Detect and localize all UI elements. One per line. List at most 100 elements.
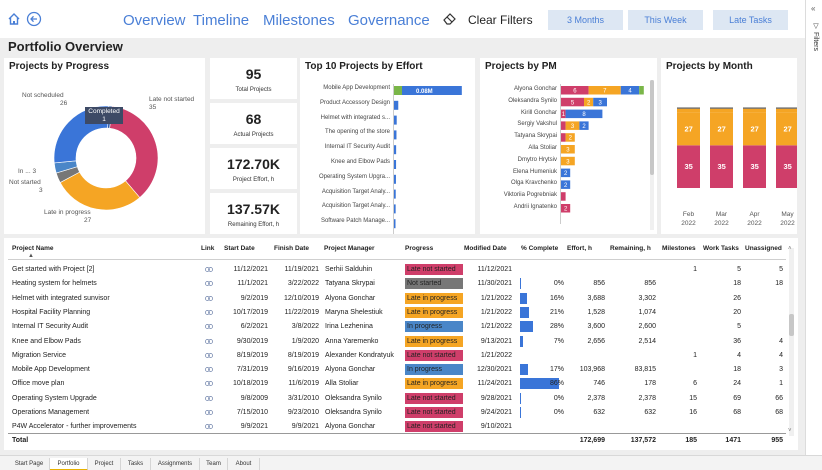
- month-column-segment[interactable]: [776, 112, 797, 146]
- eraser-icon[interactable]: [442, 11, 458, 25]
- scroll-up-icon[interactable]: ˄: [788, 246, 792, 252]
- pm-bar-segment[interactable]: [561, 204, 571, 213]
- pm-bar-segment[interactable]: [565, 109, 603, 119]
- pm-bar-segment[interactable]: [561, 145, 575, 154]
- link-icon[interactable]: [205, 395, 213, 401]
- pm-bar-segment[interactable]: [561, 121, 566, 130]
- pm-bar-segment[interactable]: [561, 109, 566, 119]
- home-icon[interactable]: [7, 12, 21, 26]
- link-icon[interactable]: [205, 381, 213, 387]
- month-column-segment[interactable]: [677, 145, 700, 188]
- sort-ascending-icon[interactable]: ▲: [28, 253, 34, 259]
- link-icon[interactable]: [205, 424, 213, 430]
- effort-bar-lead[interactable]: [394, 86, 402, 95]
- month-column-segment[interactable]: [710, 112, 733, 146]
- link-icon[interactable]: [205, 267, 213, 272]
- column-header[interactable]: Milestones: [662, 245, 696, 252]
- month-column-segment[interactable]: [677, 112, 700, 146]
- month-column-segment[interactable]: [677, 108, 700, 113]
- project-name-cell[interactable]: Heating system for helmets: [12, 280, 97, 288]
- column-header[interactable]: Project Manager: [324, 245, 375, 252]
- link-icon[interactable]: [205, 367, 213, 372]
- month-column-segment[interactable]: [743, 112, 766, 146]
- month-column-segment[interactable]: [710, 145, 733, 188]
- month-stacked-column-chart[interactable]: 35 27 Feb 2022 35 27 Mar 2022 35 27 Apr 2022 35 27 May…: [661, 78, 797, 234]
- link-icon[interactable]: [205, 310, 213, 315]
- tab-team[interactable]: Team: [200, 458, 228, 470]
- tab-portfolio[interactable]: Portfolio: [50, 458, 88, 470]
- donut-slice-late-in-progress[interactable]: [59, 171, 141, 211]
- column-header[interactable]: Start Date: [224, 245, 255, 252]
- month-column-segment[interactable]: [743, 108, 766, 113]
- link-icon[interactable]: [205, 324, 213, 330]
- tab-project[interactable]: Project: [88, 458, 121, 470]
- tab-tasks[interactable]: Tasks: [121, 458, 151, 470]
- project-name-cell[interactable]: Migration Service: [12, 351, 67, 359]
- tab-start-page[interactable]: Start Page: [9, 458, 50, 470]
- month-column-segment[interactable]: [776, 108, 797, 113]
- link-icon[interactable]: [205, 410, 213, 415]
- pm-bar-segment[interactable]: [561, 192, 566, 201]
- table-scroll-thumb[interactable]: [789, 314, 794, 336]
- pm-bar-segment[interactable]: [561, 133, 566, 142]
- column-header[interactable]: % Complete: [521, 245, 559, 252]
- clear-filters-button[interactable]: Clear Filters: [468, 13, 533, 27]
- effort-bar[interactable]: [394, 160, 397, 169]
- column-header[interactable]: Effort, h: [567, 245, 592, 252]
- effort-bar[interactable]: [394, 204, 396, 214]
- link-icon[interactable]: [205, 295, 213, 301]
- pm-chart-scroll-thumb[interactable]: [650, 80, 654, 175]
- effort-bar[interactable]: [394, 115, 397, 125]
- pm-bar-segment[interactable]: [579, 121, 589, 130]
- pm-bar-segment[interactable]: [565, 121, 580, 130]
- project-name-cell[interactable]: Operations Management: [12, 409, 90, 416]
- pm-bar-segment[interactable]: [561, 168, 571, 178]
- pm-bar-segment[interactable]: [561, 97, 584, 107]
- table-scrollbar[interactable]: [789, 248, 794, 436]
- filters-pane-label[interactable]: ▽ Filters: [812, 22, 819, 52]
- link-icon[interactable]: [205, 281, 213, 287]
- pm-bar-segment[interactable]: [593, 97, 607, 107]
- effort-bar[interactable]: [394, 174, 396, 184]
- month-column-segment[interactable]: [710, 108, 733, 113]
- effort-bar[interactable]: [394, 145, 397, 155]
- effort-bar[interactable]: [402, 86, 462, 95]
- project-name-cell[interactable]: Mobile App Development: [12, 366, 90, 374]
- column-header[interactable]: Finish Date: [274, 245, 310, 252]
- link-icon[interactable]: [205, 338, 213, 344]
- project-name-cell[interactable]: P4W Accelerator - further improvements: [12, 423, 137, 431]
- project-name-cell[interactable]: Office move plan: [12, 380, 65, 388]
- pm-bar-segment[interactable]: [639, 86, 644, 95]
- column-header[interactable]: Modified Date: [464, 245, 507, 252]
- scroll-down-icon[interactable]: ˅: [788, 428, 792, 434]
- collapse-chevron-icon[interactable]: «: [811, 4, 816, 13]
- pm-bar-segment[interactable]: [565, 133, 575, 142]
- month-column-segment[interactable]: [743, 145, 766, 188]
- project-name-cell[interactable]: Operating System Upgrade: [12, 394, 97, 402]
- column-header[interactable]: Project Name: [12, 245, 54, 252]
- column-header[interactable]: Unassigned: [745, 245, 782, 252]
- column-header[interactable]: Link: [201, 245, 215, 252]
- project-name-cell[interactable]: Knee and Elbow Pads: [12, 337, 81, 345]
- pm-bar-segment[interactable]: [588, 86, 621, 95]
- project-name-cell[interactable]: Helmet with integrated sunvisor: [12, 294, 110, 302]
- month-column-segment[interactable]: [776, 107, 797, 109]
- back-arrow-icon[interactable]: [26, 11, 42, 27]
- effort-bar[interactable]: [394, 189, 396, 199]
- nav-milestones[interactable]: Milestones: [263, 12, 335, 29]
- nav-overview[interactable]: Overview: [123, 12, 186, 29]
- pm-bar-segment[interactable]: [561, 180, 571, 189]
- effort-bar[interactable]: [394, 130, 397, 140]
- filter-late-tasks-button[interactable]: Late Tasks: [713, 10, 788, 30]
- month-column-segment[interactable]: [743, 107, 766, 109]
- month-column-segment[interactable]: [776, 145, 797, 188]
- pm-bar-segment[interactable]: [561, 86, 589, 95]
- month-column-segment[interactable]: [710, 107, 733, 109]
- project-name-cell[interactable]: Internal IT Security Audit: [12, 323, 89, 331]
- tab-assignments[interactable]: Assignments: [151, 458, 200, 470]
- pm-bar-segment[interactable]: [620, 86, 640, 95]
- month-column-segment[interactable]: [677, 107, 700, 109]
- column-header[interactable]: Remaining, h: [610, 245, 651, 252]
- link-icon[interactable]: [205, 352, 213, 358]
